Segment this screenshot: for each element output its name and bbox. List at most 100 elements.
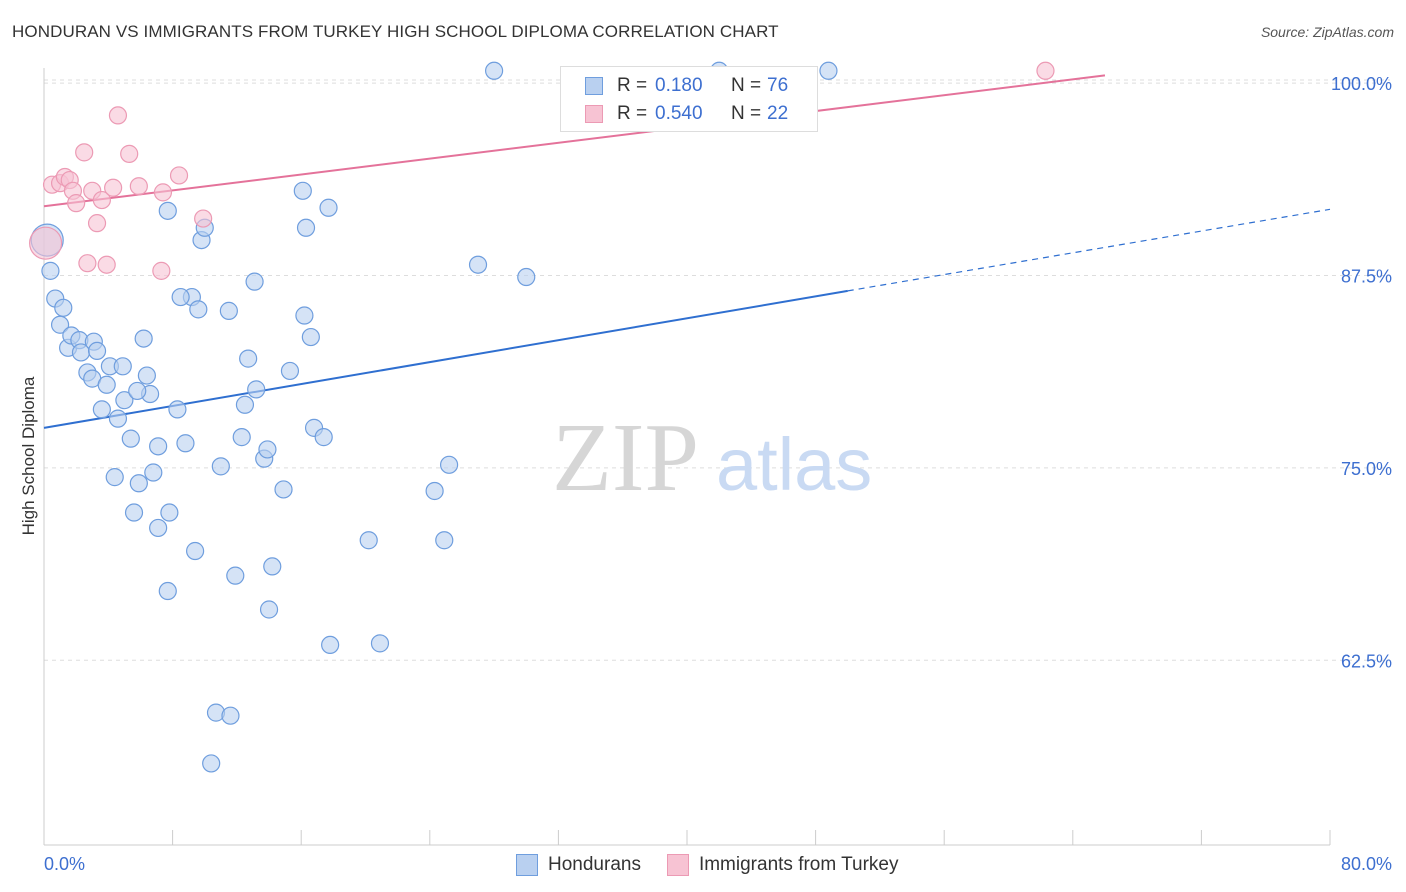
- point-hondurans: [247, 380, 266, 399]
- point-hondurans: [115, 391, 134, 410]
- point-hondurans: [239, 349, 258, 368]
- point-hondurans: [485, 61, 504, 80]
- y-tick-label: 62.5%: [1341, 651, 1392, 671]
- chart-title: HONDURAN VS IMMIGRANTS FROM TURKEY HIGH …: [12, 22, 779, 41]
- point-hondurans: [202, 754, 221, 773]
- n-value: 76: [767, 75, 789, 96]
- point-hondurans: [189, 300, 208, 319]
- legend-item-turkey[interactable]: Immigrants from Turkey: [666, 854, 899, 876]
- point-hondurans: [87, 341, 107, 361]
- point-hondurans: [113, 357, 132, 376]
- point-hondurans: [314, 428, 333, 447]
- legend-label-turkey: Immigrants from Turkey: [698, 854, 899, 875]
- watermark: ZIP atlas: [552, 404, 872, 512]
- point-turkey: [87, 214, 107, 233]
- point-hondurans: [144, 463, 163, 482]
- source-label: Source: ZipAtlas.com: [1260, 24, 1394, 40]
- legend-swatch-blue: [585, 77, 603, 95]
- point-hondurans: [468, 255, 488, 274]
- y-tick-label: 100.0%: [1331, 74, 1392, 94]
- point-hondurans: [158, 581, 177, 601]
- point-hondurans: [54, 298, 73, 317]
- r-value: 0.540: [655, 103, 703, 124]
- y-axis-label: High School Diploma: [19, 376, 38, 535]
- axes: [43, 68, 1331, 846]
- trend-line-turkey: [43, 74, 1106, 208]
- data-points: [29, 61, 1055, 773]
- point-hondurans: [226, 566, 245, 585]
- point-turkey: [97, 255, 116, 274]
- tick-labels: 62.5% 75.0% 87.5% 100.0% 0.0% 80.0%: [44, 74, 1392, 874]
- point-hondurans: [258, 440, 277, 459]
- point-turkey: [92, 190, 111, 210]
- point-turkey: [108, 106, 128, 125]
- point-hondurans: [435, 531, 454, 550]
- point-hondurans: [149, 437, 168, 456]
- point-hondurans: [321, 635, 340, 655]
- correlation-legend: R = 0.180 N = 76 R = 0.540 N = 22: [560, 66, 818, 132]
- point-turkey: [104, 178, 123, 197]
- point-hondurans: [219, 301, 238, 320]
- r-value: 0.180: [655, 75, 703, 96]
- point-hondurans: [41, 261, 60, 280]
- point-hondurans: [263, 557, 282, 576]
- point-hondurans: [129, 474, 148, 493]
- point-hondurans: [108, 409, 128, 428]
- point-turkey: [67, 194, 86, 213]
- n-value: 22: [767, 103, 789, 124]
- point-hondurans: [128, 381, 147, 401]
- point-turkey: [194, 209, 213, 228]
- y-tick-label: 75.0%: [1341, 459, 1392, 479]
- point-turkey: [152, 261, 171, 280]
- series-legend: Hondurans Immigrants from Turkey: [516, 852, 925, 878]
- point-hondurans: [168, 400, 187, 419]
- n-label: N =: [731, 103, 762, 124]
- point-turkey: [129, 177, 148, 196]
- point-hondurans: [274, 480, 293, 499]
- point-hondurans: [134, 329, 153, 348]
- point-hondurans: [92, 400, 111, 419]
- point-turkey: [169, 166, 189, 185]
- n-label: N =: [731, 75, 762, 96]
- point-turkey: [153, 183, 173, 202]
- point-hondurans: [301, 327, 320, 347]
- legend-swatch-blue: [516, 854, 538, 876]
- point-turkey: [120, 144, 139, 163]
- point-hondurans: [97, 375, 116, 394]
- trend-line-hondurans-extension: [847, 208, 1331, 292]
- point-hondurans: [370, 634, 390, 653]
- point-hondurans: [293, 181, 312, 200]
- point-hondurans: [235, 395, 255, 414]
- point-hondurans: [280, 361, 300, 381]
- point-hondurans: [121, 429, 140, 448]
- legend-row-turkey: R = 0.540 N = 22: [585, 101, 788, 127]
- point-hondurans: [319, 198, 338, 217]
- x-tick-label-min: 0.0%: [44, 854, 85, 874]
- point-hondurans: [819, 61, 838, 80]
- point-hondurans: [137, 366, 156, 385]
- r-label: R =: [617, 75, 648, 96]
- legend-item-hondurans[interactable]: Hondurans: [516, 854, 641, 876]
- point-hondurans: [232, 428, 251, 447]
- point-turkey: [75, 143, 94, 162]
- point-hondurans: [439, 455, 459, 474]
- r-label: R =: [617, 103, 648, 124]
- point-hondurans: [105, 468, 124, 487]
- point-hondurans: [171, 287, 190, 307]
- point-hondurans: [124, 503, 144, 522]
- point-turkey: [78, 254, 97, 273]
- gridlines: [44, 79, 1390, 661]
- x-tick-label-max: 80.0%: [1341, 854, 1392, 874]
- point-hondurans: [259, 600, 279, 619]
- y-tick-label: 87.5%: [1341, 266, 1392, 286]
- point-hondurans: [176, 434, 195, 453]
- legend-label-hondurans: Hondurans: [548, 854, 641, 875]
- point-hondurans: [50, 315, 70, 334]
- point-hondurans: [425, 481, 444, 501]
- point-hondurans: [359, 531, 378, 550]
- point-hondurans: [295, 306, 314, 325]
- watermark-zip: ZIP: [552, 404, 699, 512]
- point-hondurans: [245, 272, 264, 291]
- trend-line-hondurans: [43, 289, 848, 429]
